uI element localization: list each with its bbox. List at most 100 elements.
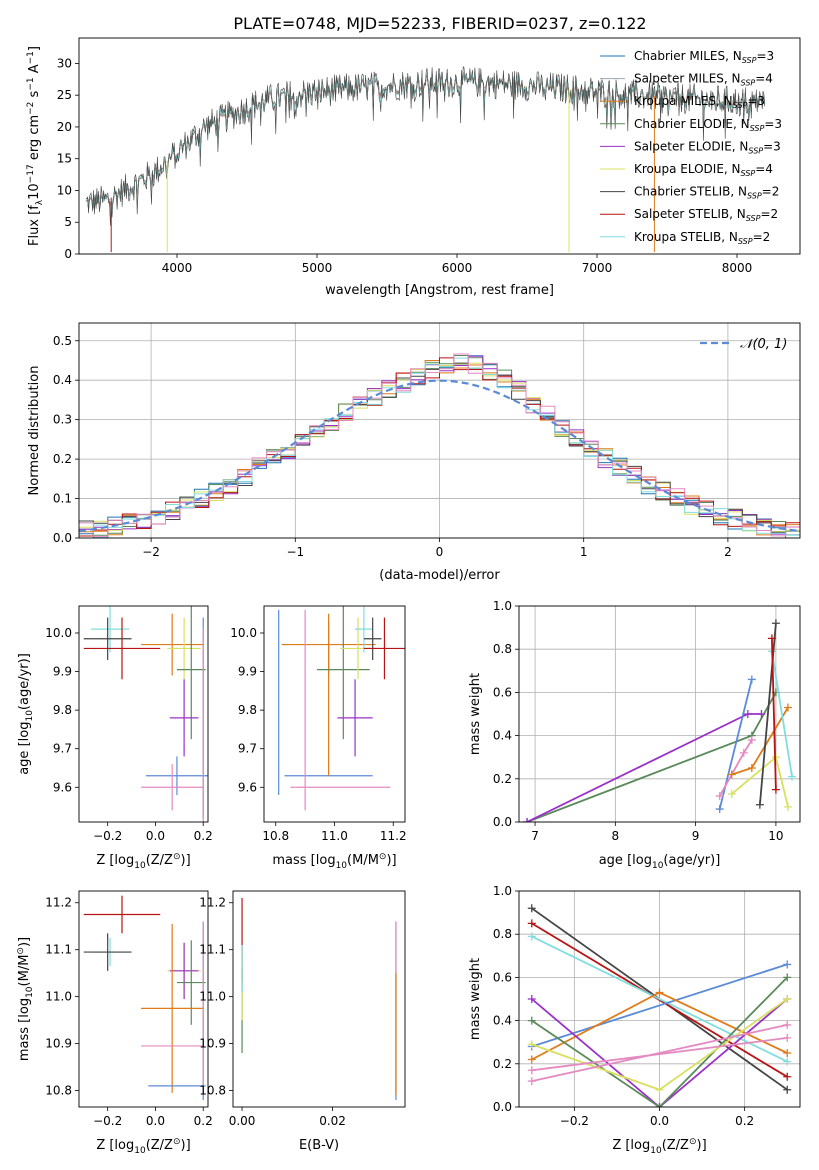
y-tick-label: 10.0 bbox=[230, 626, 257, 640]
legend-text: Salpeter STELIB, N bbox=[634, 207, 746, 221]
x-tick-label: −2 bbox=[142, 545, 160, 559]
errorbars bbox=[83, 895, 206, 1100]
label-part: −2 bbox=[26, 102, 36, 115]
histogram-salpeter_stelib bbox=[79, 357, 800, 537]
errorbar-point bbox=[363, 617, 405, 680]
x-tick-label: 11.0 bbox=[321, 829, 348, 843]
label-part: )] bbox=[181, 1138, 191, 1153]
y-tick-label: 10.9 bbox=[199, 1037, 226, 1051]
y-tick-label: 9.6 bbox=[238, 780, 257, 794]
errorbars bbox=[278, 606, 405, 811]
legend-entry: Kroupa STELIB, NSSP=2 bbox=[634, 230, 770, 246]
legend-count: =4 bbox=[755, 72, 773, 86]
x-tick-label: −0.2 bbox=[93, 829, 122, 843]
age-vs-mass-panel: 10.8 11.0 11.2 9.6 9.7 9.8 9.9 10.0 mass [log10(… bbox=[230, 605, 407, 871]
weight-marker bbox=[783, 1057, 792, 1066]
y-axis-label: Flux [fλ10−17 erg cm−2 s−1 A−1] bbox=[26, 46, 45, 246]
label-part: )] bbox=[17, 937, 32, 947]
legend-text: Kroupa MILES, N bbox=[634, 94, 733, 108]
y-tick-label: 30 bbox=[57, 56, 72, 70]
legend-sub: SSP bbox=[746, 214, 761, 223]
legend-count: =3 bbox=[764, 117, 782, 131]
x-axis-label: Z [log10(Z/Z⊙)] bbox=[96, 1137, 190, 1156]
label-part: )] bbox=[697, 1138, 707, 1153]
axes-frame bbox=[518, 605, 801, 823]
y-tick-label: 15 bbox=[57, 152, 72, 166]
label-part: λ bbox=[35, 199, 45, 205]
weight-marker bbox=[655, 988, 664, 997]
y-tick-label: 11.2 bbox=[45, 896, 72, 910]
weight-marker bbox=[527, 932, 536, 941]
x-tick-label: 10 bbox=[768, 829, 783, 843]
y-tick-label: 11.0 bbox=[199, 990, 226, 1004]
y-tick-label: 0.6 bbox=[493, 970, 512, 984]
weight-line bbox=[526, 691, 777, 822]
y-tick-label: 1.0 bbox=[493, 599, 512, 613]
errorbar-point bbox=[141, 923, 204, 1093]
label-part: 10 bbox=[25, 986, 35, 998]
label-part: s bbox=[27, 90, 42, 101]
legend-entry: Chabrier STELIB, NSSP=2 bbox=[634, 185, 779, 201]
weight-marker bbox=[715, 805, 724, 814]
errorbars bbox=[241, 898, 397, 1100]
y-tick-label: 9.6 bbox=[53, 780, 72, 794]
age-vs-metallicity-panel: −0.2 0.0 0.29.69.79.89.910.0Z [log10(Z/Z⊙)… bbox=[17, 605, 213, 871]
y-tick-label: 0.3 bbox=[53, 413, 72, 427]
label-part: (M/M bbox=[17, 955, 32, 987]
y-tick-label: 10.8 bbox=[199, 1084, 226, 1098]
weight-marker bbox=[783, 703, 792, 712]
x-axis-label: Z [log10(Z/Z⊙)] bbox=[612, 1137, 706, 1156]
weight-marker bbox=[783, 973, 792, 982]
weight-marker bbox=[527, 1040, 536, 1049]
y-tick-label: 10.9 bbox=[45, 1037, 72, 1051]
legend-entry: Chabrier ELODIE, NSSP=3 bbox=[634, 117, 782, 133]
weight-marker bbox=[655, 1085, 664, 1094]
y-tick-label: 1.0 bbox=[493, 884, 512, 898]
errorbar-point bbox=[169, 679, 199, 757]
spectrum-lines bbox=[85, 66, 766, 253]
y-tick-label: 11.1 bbox=[199, 943, 226, 957]
weight-marker bbox=[715, 792, 724, 801]
y-axis-label: age [log10(age/yr)] bbox=[17, 653, 35, 775]
weight-marker bbox=[783, 1020, 792, 1029]
errorbar-point bbox=[176, 940, 206, 1025]
legend-text: Chabrier STELIB, N bbox=[634, 185, 747, 199]
label-part: −17 bbox=[26, 164, 36, 183]
errorbar-point bbox=[355, 606, 373, 653]
errorbar-point bbox=[83, 617, 161, 680]
errorbar-point bbox=[83, 933, 132, 971]
legend-entry: Salpeter ELODIE, NSSP=3 bbox=[634, 139, 781, 155]
weight-line bbox=[759, 623, 777, 805]
errorbar-point bbox=[83, 617, 132, 660]
legend-entry: Salpeter STELIB, NSSP=2 bbox=[634, 207, 778, 223]
x-tick-label: 9 bbox=[692, 829, 700, 843]
y-tick-label: 0.5 bbox=[53, 334, 72, 348]
weight-marker bbox=[727, 789, 736, 798]
x-tick-label: 10.8 bbox=[262, 829, 289, 843]
y-tick-label: 10 bbox=[57, 183, 72, 197]
weight-marker bbox=[747, 764, 756, 772]
x-tick-label: −0.2 bbox=[93, 1114, 122, 1128]
weight-line bbox=[531, 976, 788, 1107]
x-tick-label: 0.2 bbox=[194, 1114, 213, 1128]
y-tick-label: 0.0 bbox=[53, 531, 72, 545]
x-tick-label: 0.0 bbox=[146, 1114, 165, 1128]
figure-title: PLATE=0748, MJD=52233, FIBERID=0237, z=0… bbox=[233, 14, 646, 33]
legend-sub: SSP bbox=[742, 56, 757, 65]
axes-frame bbox=[78, 605, 209, 823]
legend-count: =2 bbox=[753, 230, 771, 244]
weight-line bbox=[531, 963, 788, 1048]
weight-marker bbox=[727, 770, 736, 779]
legend-count: =3 bbox=[756, 49, 774, 63]
weight-line bbox=[771, 651, 793, 777]
weight-marker bbox=[527, 1055, 536, 1064]
weight-marker bbox=[767, 634, 776, 643]
legend-text: Salpeter ELODIE, N bbox=[634, 139, 748, 153]
errorbar-point bbox=[176, 606, 206, 740]
legend-text: Salpeter MILES, N bbox=[634, 72, 741, 86]
weight-line bbox=[526, 713, 762, 822]
label-part: 10 bbox=[27, 183, 42, 200]
label-part: (Z/Z bbox=[146, 853, 173, 868]
